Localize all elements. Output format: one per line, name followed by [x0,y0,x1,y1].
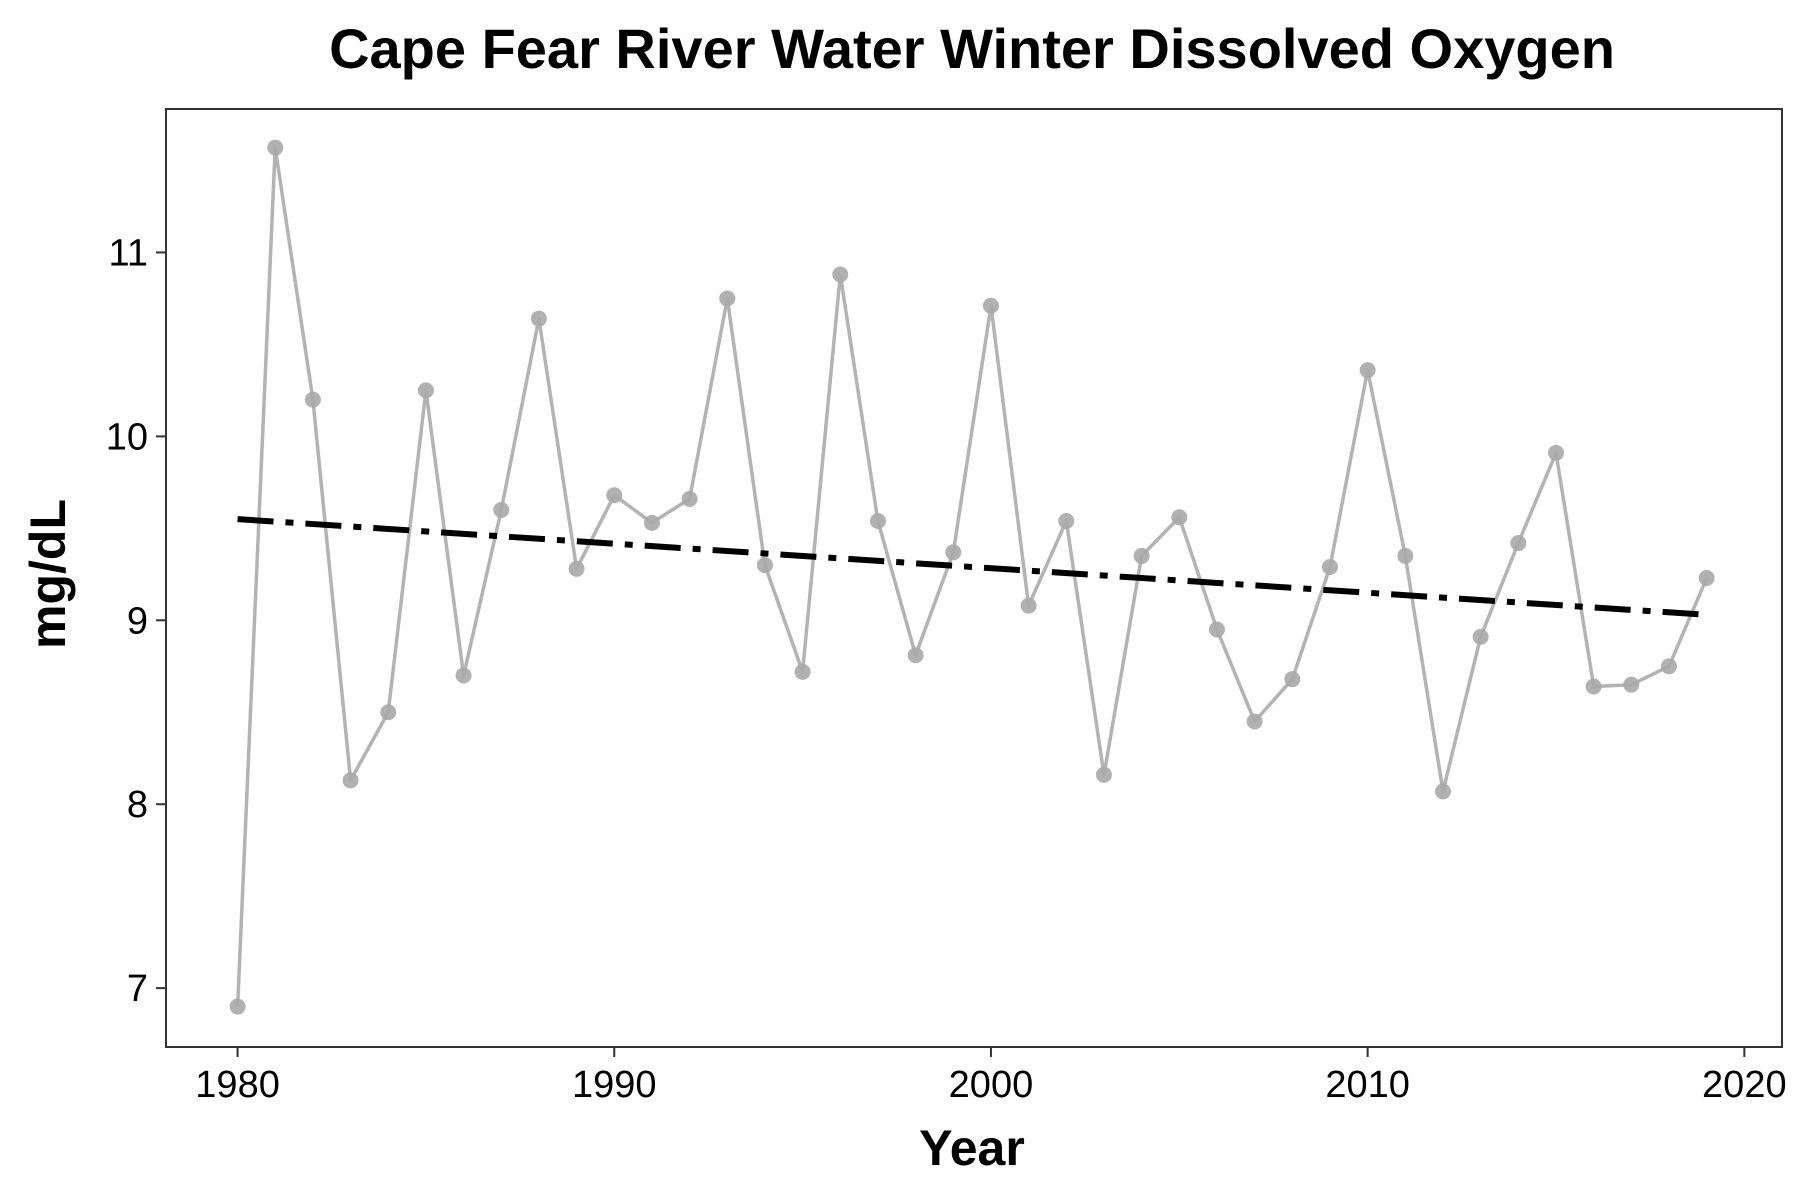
y-tick-label: 9 [127,600,148,642]
data-point [1434,783,1451,800]
x-axis: 1980 1990 2000 2010 2020 [195,1047,1787,1106]
y-tick-label: 8 [127,784,148,826]
data-layer [229,139,1715,1015]
data-point [945,544,962,561]
data-point [1359,362,1376,379]
x-tick-label: 2020 [1702,1064,1787,1106]
data-point [606,487,623,504]
data-point [1284,671,1301,688]
x-tick-label: 1990 [572,1064,657,1106]
data-point [869,512,886,529]
data-point [832,266,849,283]
data-point [455,667,472,684]
data-point [1133,547,1150,564]
data-point [907,647,924,664]
data-point [794,663,811,680]
data-point [1472,628,1489,645]
data-point [1585,678,1602,695]
y-tick-label: 10 [106,416,148,458]
data-point [304,391,321,408]
data-point [342,772,359,789]
data-point [643,514,660,531]
data-point [1321,558,1338,575]
data-point [417,382,434,399]
chart-title: Cape Fear River Water Winter Dissolved O… [329,17,1615,80]
data-point [380,704,397,721]
x-axis-title: Year [919,1120,1025,1176]
data-point [568,560,585,577]
x-tick-label: 2010 [1325,1064,1410,1106]
data-point [681,490,698,507]
data-point [982,297,999,314]
data-point [493,501,510,518]
data-point [1547,444,1564,461]
data-point [1095,766,1112,783]
x-tick-label: 1980 [195,1064,280,1106]
y-tick-label: 7 [127,968,148,1010]
series-line [235,145,1709,1007]
plot-panel-border [165,108,1783,1048]
trend-line [237,516,1707,618]
data-point [1698,570,1715,586]
y-tick-label: 11 [109,232,148,274]
data-point [229,998,246,1015]
data-point [1660,658,1677,675]
data-point [1020,597,1037,614]
y-axis: 7 8 9 10 11 [106,232,166,1010]
data-point [267,139,284,156]
x-tick-label: 2000 [949,1064,1034,1106]
data-point [1208,621,1225,638]
data-point [1171,509,1188,526]
data-point [1397,547,1414,564]
data-point [530,310,547,327]
y-axis-title: mg/dL [20,499,76,649]
data-point [1246,713,1263,730]
data-point [1510,535,1527,552]
data-point [756,557,773,574]
data-point [719,290,736,307]
data-point [1058,512,1075,529]
data-point [1623,676,1640,693]
